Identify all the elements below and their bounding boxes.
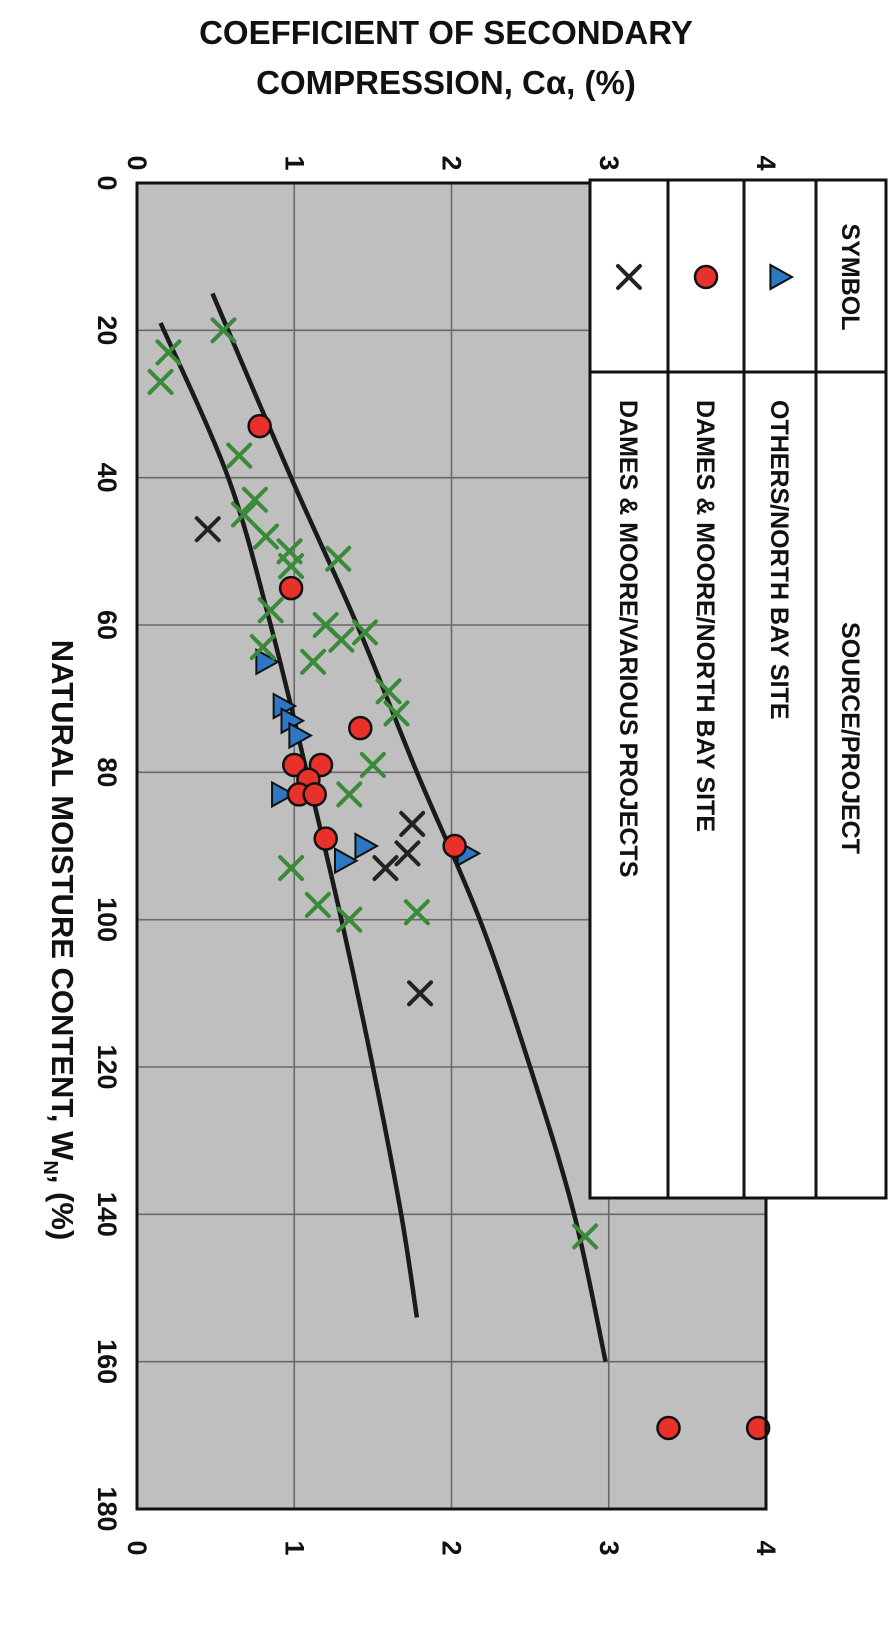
circle-point [348, 715, 373, 741]
x-axis-title-sub: N [39, 1160, 61, 1174]
chart-title-line2: COMPRESSION, Cα, (%) [256, 64, 636, 101]
green-cross-point [155, 339, 182, 366]
x-axis-title-tail: , (%) [45, 1175, 80, 1240]
green-cross-point [383, 700, 410, 727]
y-tick-label-bottom: 3 [594, 1540, 624, 1555]
x-tick-label: 0 [92, 175, 122, 190]
black-cross-point [394, 840, 421, 867]
y-tick-label-top: 4 [751, 155, 781, 170]
triangle-point [255, 648, 281, 676]
green-cross-point [336, 781, 363, 808]
data-points [147, 317, 771, 1441]
y-ticks-bottom: 0 1 2 3 4 [122, 1540, 781, 1555]
legend-header-symbol: SYMBOL [836, 224, 864, 331]
circle-point [278, 575, 304, 601]
black-cross-point [399, 810, 426, 837]
upper-envelope-curve [210, 292, 608, 1363]
green-cross-point [252, 523, 279, 550]
circle-point [313, 826, 338, 851]
x-tick-label: 160 [92, 1339, 122, 1384]
triangle-point [333, 847, 359, 875]
green-cross-point [147, 368, 174, 395]
green-cross-point [403, 899, 430, 926]
green-cross-point [300, 648, 327, 675]
green-cross-point [304, 891, 331, 918]
y-tick-label-bottom: 4 [751, 1540, 781, 1555]
triangle-point [271, 780, 296, 809]
circle-point [247, 413, 272, 439]
x-tick-label: 20 [92, 315, 122, 345]
legend-box [588, 178, 888, 1200]
legend-label: DAMES & MOORE/NORTH BAY SITE [691, 400, 719, 832]
x-ticks: 0 20 40 60 80 100 120 140 160 180 [92, 175, 122, 1531]
x-tick-label: 140 [92, 1192, 122, 1237]
green-cross-point [241, 486, 268, 513]
legend-marker-cross [616, 264, 642, 290]
y-tick-label-top: 2 [437, 155, 467, 170]
legend-label: OTHERS/NORTH BAY SITE [765, 400, 793, 720]
green-cross-point [278, 855, 305, 882]
x-axis-title: NATURAL MOISTURE CONTENT, WN, (%) [39, 640, 80, 1241]
green-cross-point [278, 553, 305, 580]
legend-header-source: SOURCE/PROJECT [836, 622, 864, 854]
x-tick-label: 60 [92, 610, 122, 640]
circle-point [745, 1415, 771, 1441]
green-cross-point [249, 634, 276, 661]
green-cross-point [325, 545, 352, 572]
x-tick-label: 120 [92, 1044, 122, 1089]
green-cross-point [352, 619, 379, 646]
circle-point [302, 782, 327, 807]
y-tick-label-bottom: 1 [279, 1540, 309, 1555]
y-ticks-top: 0 1 2 3 4 [122, 155, 781, 170]
x-tick-label: 180 [92, 1486, 122, 1531]
green-cross-point [257, 597, 284, 624]
circle-point [656, 1415, 681, 1441]
x-tick-label: 100 [92, 897, 122, 942]
circle-point [442, 833, 467, 859]
triangle-point [288, 721, 314, 750]
legend-label: DAMES & MOORE/VARIOUS PROJECTS [614, 400, 642, 877]
x-axis-title-main: NATURAL MOISTURE CONTENT, W [45, 640, 80, 1161]
y-tick-label-top: 3 [594, 155, 624, 170]
black-cross-point [194, 516, 221, 543]
chart-title-line1: COEFFICIENT OF SECONDARY [199, 14, 693, 51]
green-cross-point [328, 626, 355, 653]
y-tick-label-bottom: 0 [122, 1540, 152, 1555]
y-tick-label-top: 0 [122, 155, 152, 170]
green-cross-point [230, 501, 257, 528]
green-cross-point [336, 906, 363, 933]
green-cross-point [210, 317, 237, 344]
green-cross-point [359, 751, 386, 778]
legend: SYMBOL SOURCE/PROJECT OTHERS/NORTH BAY SIT… [588, 178, 888, 1200]
green-cross-point [375, 678, 402, 705]
legend-marker-triangle [769, 263, 795, 291]
y-tick-label-top: 1 [279, 155, 309, 170]
x-tick-label: 80 [92, 757, 122, 787]
triangle-point [354, 832, 380, 860]
circle-point [282, 752, 307, 778]
x-tick-label: 40 [92, 463, 122, 493]
legend-marker-circle [693, 264, 719, 290]
green-cross-point [572, 1223, 599, 1250]
black-cross-point [407, 980, 434, 1007]
green-cross-point [226, 442, 253, 469]
black-cross-point [372, 855, 399, 882]
y-tick-label-bottom: 2 [437, 1540, 467, 1555]
